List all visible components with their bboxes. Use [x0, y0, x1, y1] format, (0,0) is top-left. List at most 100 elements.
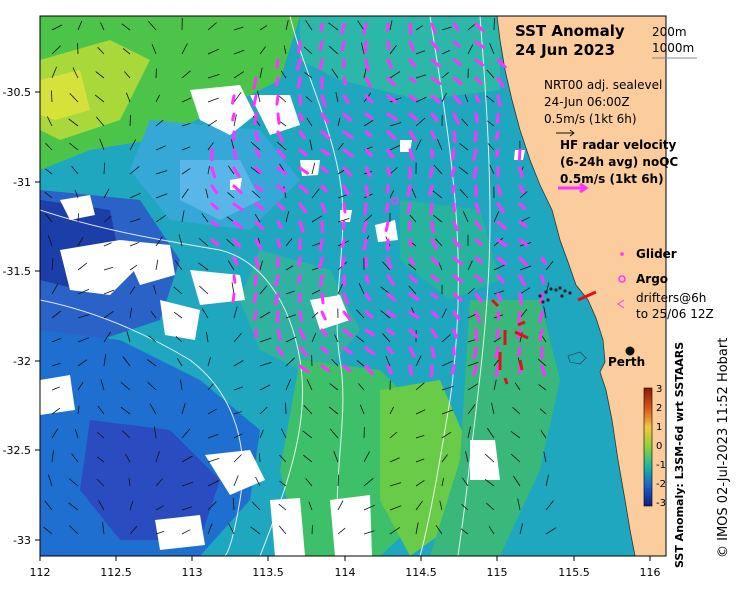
sealevel-arrow [329, 428, 339, 439]
sealevel-arrow [206, 331, 209, 343]
radar-arrow [386, 328, 395, 336]
sealevel-arrow [489, 42, 495, 55]
sealevel-arrow [389, 406, 395, 415]
radar-arrow [364, 130, 373, 138]
glider-legend-marker [620, 252, 624, 256]
sealevel-arrow [389, 190, 394, 199]
sealevel-arrow [415, 409, 426, 415]
radar-arrow [298, 166, 310, 175]
radar-arrow [342, 364, 352, 373]
sealevel-arrow [71, 166, 79, 175]
radar-arrow [254, 166, 262, 174]
radar-arrow [518, 166, 524, 178]
radar-arrow [540, 364, 546, 377]
radar-arrow [297, 76, 302, 89]
y-tick-label: -32 [13, 355, 31, 368]
radar-arrow [342, 184, 350, 196]
radar-arrow [232, 202, 244, 212]
sealevel-arrow [227, 260, 235, 271]
radar-arrow [276, 130, 284, 143]
colorbar-tick: 3 [656, 384, 662, 395]
sealevel-arrow [493, 17, 495, 31]
sealevel-arrow [173, 311, 183, 319]
sealevel-arrow [356, 360, 365, 367]
sealevel-arrow [97, 47, 105, 55]
sealevel-arrow [519, 265, 532, 271]
sealevel-arrow [357, 20, 365, 31]
sealevel-arrow [51, 66, 57, 79]
sealevel-arrow [441, 454, 448, 463]
sealevel-arrow [277, 141, 287, 151]
radar-arrow [472, 364, 478, 377]
radar-arrow [430, 22, 437, 35]
radar-arrow [496, 238, 508, 248]
sealevel-arrow [233, 386, 244, 391]
radar-arrow [298, 364, 310, 374]
sealevel-arrow [201, 308, 209, 319]
radar-arrow [386, 76, 396, 87]
radar-arrow [341, 256, 346, 268]
sealevel-arrow [44, 213, 53, 223]
sealevel-arrow [467, 361, 479, 367]
sealevel-arrow [333, 450, 339, 463]
radar-arrow [320, 328, 328, 337]
radar-arrow [320, 184, 328, 193]
radar-arrow [298, 184, 309, 194]
sealevel-arrow [129, 242, 140, 247]
sealevel-arrow [311, 188, 320, 199]
radar-arrow [451, 148, 456, 161]
sealevel-arrow [278, 525, 287, 535]
radar-arrow [254, 220, 265, 231]
sealevel-arrow [77, 337, 89, 343]
sealevel-arrow [285, 357, 295, 367]
sealevel-arrow [389, 505, 402, 511]
radar-arrow [430, 274, 440, 282]
sealevel-arrow [389, 71, 401, 79]
sealevel-arrow [103, 310, 114, 319]
sealevel-arrow [415, 50, 425, 55]
radar-arrow [408, 256, 416, 266]
sealevel-arrow [69, 142, 79, 151]
radar-arrow [452, 130, 457, 144]
sealevel-arrow [77, 237, 84, 247]
sealevel-arrow [461, 504, 469, 511]
colorbar-tick: 0 [656, 441, 662, 452]
sealevel-arrow [103, 289, 115, 295]
sealevel-arrow [358, 283, 365, 295]
sealevel-arrow [441, 92, 447, 103]
sealevel-arrow [207, 22, 217, 31]
sealevel-arrow [311, 215, 323, 223]
sealevel-arrow [155, 94, 161, 103]
radar-arrow [342, 130, 354, 139]
y-axis [35, 91, 40, 541]
radar-arrow [452, 94, 462, 105]
sealevel-arrow [100, 379, 105, 391]
sealevel-arrow [77, 405, 80, 415]
radar-arrow [254, 148, 261, 159]
sealevel-arrow [514, 382, 521, 391]
radar-arrow [210, 184, 219, 195]
sealevel-legend-line2: 24-Jun 06:00Z [544, 95, 630, 109]
radar-velocity-arrows [210, 22, 547, 378]
glider-track [538, 286, 572, 304]
colorbar-tick: -1 [656, 460, 666, 471]
radar-arrow [364, 274, 370, 284]
radar-arrow [342, 112, 352, 122]
radar-arrow [386, 364, 393, 375]
sealevel-arrow [278, 503, 287, 511]
x-tick-label: 112 [30, 566, 51, 579]
radar-arrow [298, 202, 308, 214]
radar-arrow [452, 310, 461, 321]
sealevel-arrow [543, 451, 547, 463]
radar-arrow [452, 292, 463, 302]
sealevel-arrow [155, 145, 166, 151]
radar-arrow [474, 274, 484, 283]
radar-arrow [474, 94, 481, 104]
city-label-perth: Perth [608, 355, 645, 369]
radar-arrow [495, 148, 500, 158]
sealevel-arrow [95, 71, 105, 79]
sealevel-arrow [439, 500, 443, 511]
sealevel-arrow [207, 119, 218, 127]
radar-arrow [364, 148, 373, 157]
sealevel-arrow [44, 191, 53, 199]
